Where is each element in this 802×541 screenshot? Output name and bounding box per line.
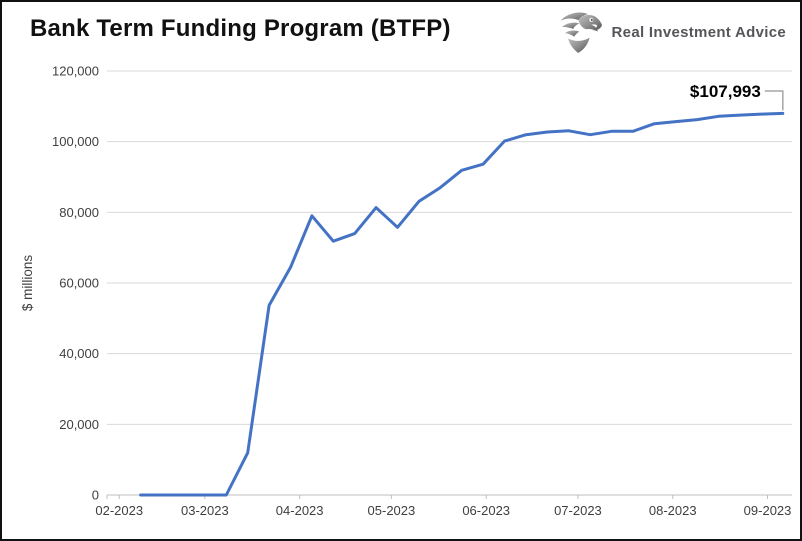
btfp-data-line — [139, 111, 785, 497]
x-tick-label: 07-2023 — [554, 503, 602, 518]
y-tick-label: 100,000 — [52, 134, 99, 149]
x-tick-label: 04-2023 — [276, 503, 324, 518]
chart-title: Bank Term Funding Program (BTFP) — [30, 15, 451, 42]
x-tick-label: 03-2023 — [181, 503, 229, 518]
y-tick-label: 60,000 — [59, 276, 99, 291]
x-tick-label: 05-2023 — [368, 503, 416, 518]
y-tick-label: 40,000 — [59, 346, 99, 361]
annotation-leader-line — [764, 90, 784, 111]
x-tick-label: 08-2023 — [649, 503, 697, 518]
x-tick-label: 06-2023 — [462, 503, 510, 518]
real-investment-advice-logo: Real Investment Advice — [557, 10, 786, 54]
x-tick-label: 02-2023 — [95, 503, 143, 518]
y-tick-label: 20,000 — [59, 417, 99, 432]
x-tick-label: 09-2023 — [744, 503, 792, 518]
annotation-label: $107,993 — [690, 82, 761, 101]
logo-text: Real Investment Advice — [611, 23, 786, 41]
y-tick-label: 80,000 — [59, 205, 99, 220]
y-axis-title: $ millions — [20, 255, 35, 312]
y-tick-label: 120,000 — [52, 64, 99, 79]
y-tick-label: 0 — [92, 488, 99, 503]
eagle-icon — [559, 12, 602, 53]
